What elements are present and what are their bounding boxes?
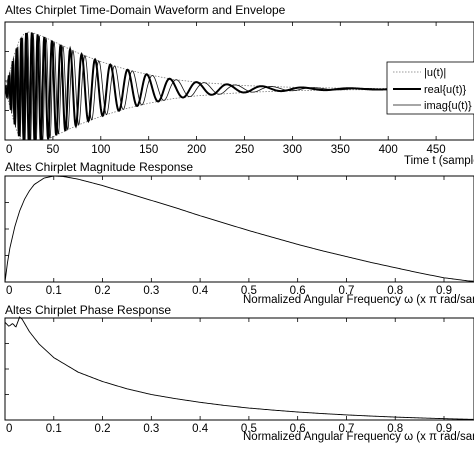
x-tick-label: 200 <box>187 144 206 156</box>
time-domain-panel: Altes Chirplet Time-Domain Waveform and … <box>4 3 474 167</box>
x-tick-label: 0.5 <box>241 423 257 435</box>
x-tick-label: 0 <box>6 285 12 297</box>
phase-series-line <box>4 316 474 420</box>
x-tick-label: 350 <box>331 144 350 156</box>
x-tick-label: 0.7 <box>338 285 354 297</box>
time-domain-ticks: 0 50 100 150 200 250 300 350 400 450 <box>4 22 446 156</box>
x-tick-label: 0 <box>6 423 12 435</box>
phase-panel: Altes Chirplet Phase Response 0 0.1 0.2 0.3… <box>4 303 474 443</box>
x-tick-label: 0.3 <box>143 285 159 297</box>
x-tick-label: 0.1 <box>46 285 62 297</box>
x-tick-label: 0.8 <box>387 423 403 435</box>
legend-label-real: real{u(t)} <box>424 84 467 96</box>
phase-xlabel: Normalized Angular Frequency ω (x π rad/… <box>243 431 474 443</box>
x-tick-label: 0.4 <box>192 423 209 435</box>
phase-title: Altes Chirplet Phase Response <box>5 303 171 317</box>
x-tick-label: 0.6 <box>290 423 306 435</box>
magnitude-series-line <box>4 175 474 283</box>
x-tick-label: 450 <box>427 144 446 156</box>
x-tick-label: 250 <box>235 144 254 156</box>
x-tick-label: 0 <box>6 144 12 156</box>
x-tick-label: 300 <box>283 144 302 156</box>
x-tick-label: 0.5 <box>241 285 257 297</box>
magnitude-xlabel: Normalized Angular Frequency ω (x π rad/… <box>243 294 474 306</box>
magnitude-title: Altes Chirplet Magnitude Response <box>5 160 193 174</box>
legend-label-abs: |u(t)| <box>424 67 446 79</box>
x-tick-label: 50 <box>47 144 60 156</box>
x-tick-label: 0.2 <box>95 285 111 297</box>
phase-axes-box <box>4 317 474 421</box>
x-tick-label: 0.4 <box>192 285 209 297</box>
x-tick-label: 0.2 <box>95 423 111 435</box>
magnitude-ticks: 0 0.1 0.2 0.3 0.4 0.5 0.6 0.7 0.8 0.9 <box>4 176 452 297</box>
x-tick-label: 400 <box>379 144 398 156</box>
time-domain-xlabel: Time t (samples) <box>404 155 474 167</box>
phase-ticks: 0 0.1 0.2 0.3 0.4 0.5 0.6 0.7 0.8 0.9 <box>4 318 452 435</box>
x-tick-label: 150 <box>139 144 158 156</box>
x-tick-label: 0.3 <box>143 423 159 435</box>
x-tick-label: 0.8 <box>387 285 403 297</box>
x-tick-label: 0.9 <box>436 423 452 435</box>
x-tick-label: 0.9 <box>436 285 452 297</box>
x-tick-label: 0.1 <box>46 423 62 435</box>
legend: |u(t)| real{u(t)} imag{u(t)} <box>386 61 474 115</box>
x-tick-label: 100 <box>91 144 110 156</box>
magnitude-axes-box <box>4 175 474 283</box>
time-domain-title: Altes Chirplet Time-Domain Waveform and … <box>5 3 286 17</box>
legend-label-imag: imag{u(t)} <box>424 100 472 112</box>
x-tick-label: 0.7 <box>338 423 354 435</box>
x-tick-label: 0.6 <box>290 285 306 297</box>
magnitude-panel: Altes Chirplet Magnitude Response 0 0.1 0.… <box>4 160 474 306</box>
